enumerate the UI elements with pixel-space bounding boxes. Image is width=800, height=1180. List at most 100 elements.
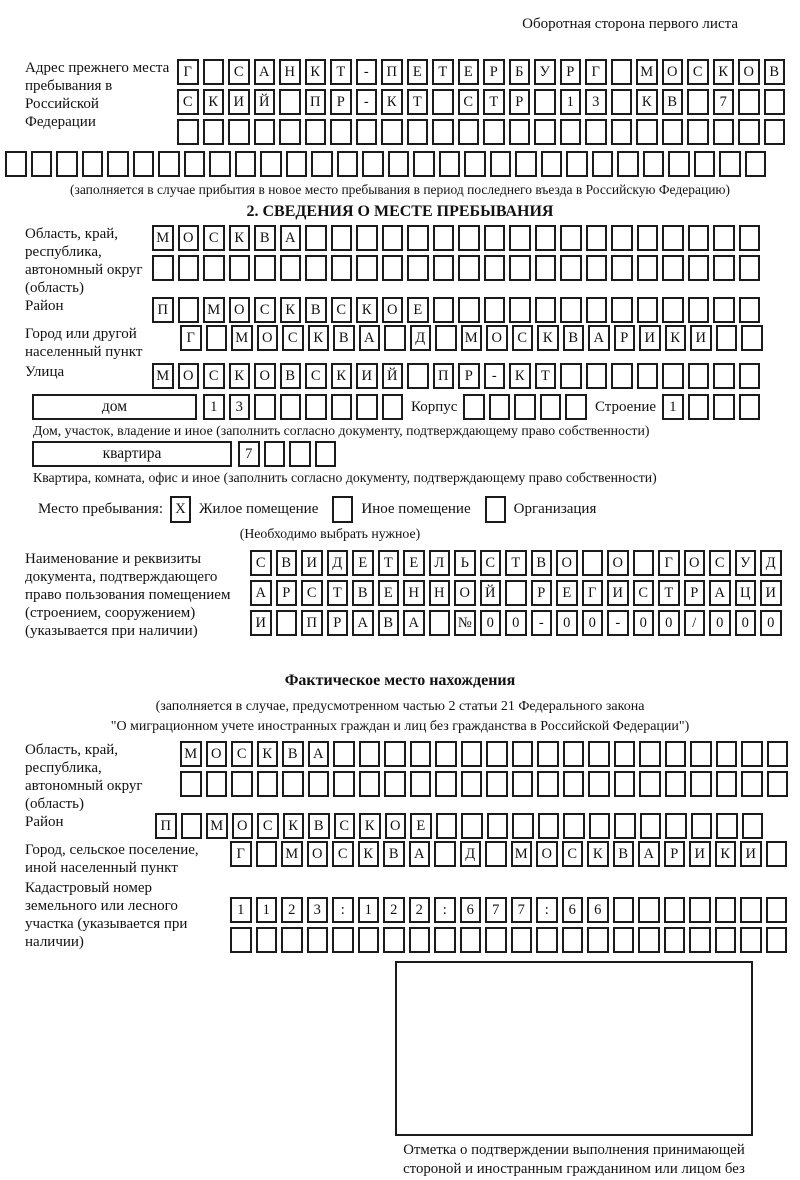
char-cell[interactable] <box>407 255 429 281</box>
char-cell[interactable]: Т <box>483 89 505 115</box>
char-cell[interactable] <box>766 771 788 797</box>
char-cell[interactable]: 6 <box>587 897 609 923</box>
char-cell[interactable] <box>432 89 454 115</box>
char-cell[interactable] <box>438 151 460 177</box>
char-cell[interactable]: Р <box>613 325 635 351</box>
char-cell[interactable]: : <box>536 897 558 923</box>
char-cell[interactable]: Т <box>406 89 428 115</box>
char-cell[interactable] <box>260 151 282 177</box>
char-cell[interactable] <box>305 225 327 251</box>
char-cell[interactable]: М <box>206 813 228 839</box>
char-cell[interactable] <box>457 119 479 145</box>
char-cell[interactable]: 3 <box>306 897 328 923</box>
char-cell[interactable] <box>536 927 558 953</box>
char-cell[interactable] <box>534 297 556 323</box>
house-type-box[interactable]: дом <box>32 394 197 420</box>
char-cell[interactable]: Т <box>505 550 527 576</box>
char-cell[interactable]: С <box>231 741 253 767</box>
char-cell[interactable]: А <box>250 580 272 606</box>
char-cell[interactable] <box>409 741 431 767</box>
char-cell[interactable]: Е <box>457 59 479 85</box>
char-cell[interactable]: С <box>254 297 276 323</box>
char-cell[interactable]: О <box>306 841 328 867</box>
char-cell[interactable] <box>585 225 607 251</box>
char-cell[interactable]: Р <box>663 841 685 867</box>
char-cell[interactable]: И <box>760 580 782 606</box>
char-cell[interactable]: О <box>205 741 227 767</box>
char-cell[interactable] <box>741 325 763 351</box>
char-cell[interactable] <box>611 297 633 323</box>
char-cell[interactable] <box>588 813 610 839</box>
char-cell[interactable] <box>636 119 658 145</box>
char-cell[interactable] <box>638 927 660 953</box>
char-cell[interactable] <box>509 255 531 281</box>
char-cell[interactable] <box>744 151 766 177</box>
char-cell[interactable]: С <box>332 841 354 867</box>
char-cell[interactable] <box>357 927 379 953</box>
char-cell[interactable]: 0 <box>734 610 756 636</box>
char-cell[interactable]: Р <box>508 89 530 115</box>
char-cell[interactable] <box>486 771 508 797</box>
char-cell[interactable] <box>636 255 658 281</box>
char-cell[interactable] <box>614 813 636 839</box>
char-cell[interactable]: Г <box>585 59 607 85</box>
char-cell[interactable]: О <box>177 363 199 389</box>
char-cell[interactable]: К <box>537 325 559 351</box>
char-cell[interactable]: П <box>152 297 174 323</box>
char-cell[interactable] <box>559 119 581 145</box>
char-cell[interactable]: Г <box>180 325 202 351</box>
char-cell[interactable]: А <box>709 580 731 606</box>
char-cell[interactable] <box>639 813 661 839</box>
char-cell[interactable]: С <box>177 89 199 115</box>
char-cell[interactable] <box>358 741 380 767</box>
char-cell[interactable]: 0 <box>581 610 603 636</box>
char-cell[interactable]: А <box>358 325 380 351</box>
char-cell[interactable] <box>428 610 450 636</box>
char-cell[interactable] <box>581 550 603 576</box>
char-cell[interactable] <box>432 225 454 251</box>
char-cell[interactable] <box>591 151 613 177</box>
char-cell[interactable]: К <box>307 325 329 351</box>
char-cell[interactable] <box>234 151 256 177</box>
char-cell[interactable]: В <box>275 550 297 576</box>
char-cell[interactable] <box>636 297 658 323</box>
char-cell[interactable]: О <box>231 813 253 839</box>
char-cell[interactable] <box>738 225 760 251</box>
char-cell[interactable] <box>639 741 661 767</box>
char-cell[interactable]: С <box>305 363 327 389</box>
char-cell[interactable]: Р <box>275 580 297 606</box>
char-cell[interactable]: О <box>454 580 476 606</box>
char-cell[interactable]: : <box>434 897 456 923</box>
char-cell[interactable]: А <box>352 610 374 636</box>
char-cell[interactable] <box>463 394 485 420</box>
char-cell[interactable] <box>314 441 336 467</box>
char-cell[interactable] <box>434 927 456 953</box>
char-cell[interactable]: 7 <box>510 897 532 923</box>
char-cell[interactable] <box>612 897 634 923</box>
char-cell[interactable]: Е <box>406 59 428 85</box>
char-cell[interactable]: 1 <box>203 394 225 420</box>
char-cell[interactable]: П <box>381 59 403 85</box>
char-cell[interactable]: Е <box>407 297 429 323</box>
char-cell[interactable] <box>610 89 632 115</box>
char-cell[interactable]: В <box>383 841 405 867</box>
char-cell[interactable]: О <box>738 59 760 85</box>
char-cell[interactable] <box>562 771 584 797</box>
char-cell[interactable]: 0 <box>505 610 527 636</box>
char-cell[interactable] <box>254 255 276 281</box>
char-cell[interactable]: Е <box>556 580 578 606</box>
char-cell[interactable]: О <box>254 363 276 389</box>
char-cell[interactable] <box>205 771 227 797</box>
char-cell[interactable]: В <box>377 610 399 636</box>
char-cell[interactable]: С <box>282 325 304 351</box>
char-cell[interactable] <box>537 813 559 839</box>
char-cell[interactable]: 0 <box>556 610 578 636</box>
char-cell[interactable]: И <box>607 580 629 606</box>
char-cell[interactable]: А <box>408 841 430 867</box>
char-cell[interactable]: А <box>588 325 610 351</box>
char-cell[interactable] <box>537 741 559 767</box>
char-cell[interactable]: 1 <box>230 897 252 923</box>
char-cell[interactable] <box>330 119 352 145</box>
char-cell[interactable]: И <box>250 610 272 636</box>
char-cell[interactable]: Г <box>658 550 680 576</box>
